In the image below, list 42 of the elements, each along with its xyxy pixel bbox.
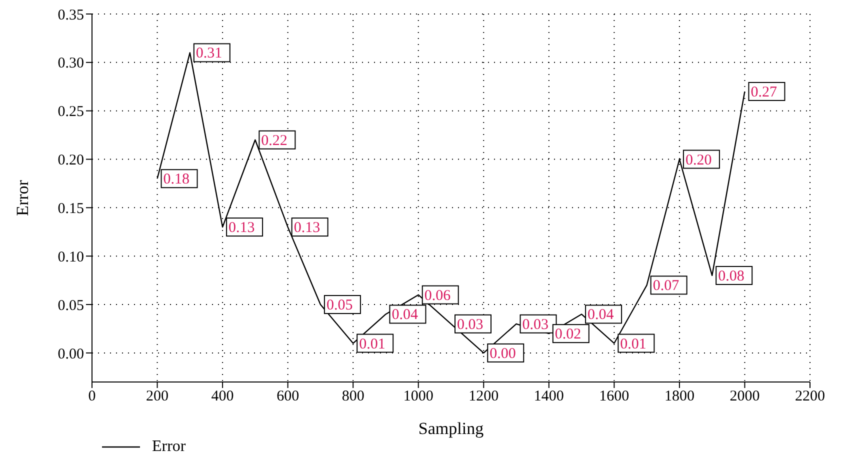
x-tick-label: 1600 [599,388,630,405]
x-tick-label: 1000 [403,388,434,405]
data-label: 0.06 [424,288,452,304]
x-tick-label: 600 [276,388,300,405]
data-label: 0.20 [685,152,712,168]
x-axis-title: Sampling [418,419,484,438]
y-tick-label: 0.10 [58,249,84,266]
data-label: 0.13 [294,220,320,236]
data-label: 0.04 [588,307,614,324]
x-tick-label: 2200 [795,388,825,405]
data-label: 0.04 [392,307,418,324]
data-label: 0.22 [261,132,288,149]
data-label: 0.03 [522,316,549,333]
data-label: 0.07 [652,278,680,294]
data-label: 0.13 [228,220,255,236]
x-tick-label: 1800 [664,388,694,405]
x-tick-label: 200 [146,388,169,405]
data-label: 0.05 [326,298,353,314]
x-tick-label: 1400 [534,388,564,405]
y-tick-label: 0.20 [58,152,84,169]
x-tick-label: 0 [88,388,96,405]
x-tick-label: 1200 [468,388,499,405]
x-tick-label: 800 [342,388,364,405]
y-tick-label: 0.30 [58,56,84,72]
data-label: 0.02 [554,326,582,343]
x-tick-label: 2000 [730,388,760,405]
y-tick-label: 0.00 [58,346,84,362]
y-axis-title: Error [13,180,32,216]
y-tick-label: 0.25 [58,104,84,120]
data-label: 0.01 [620,336,646,352]
data-label: 0.01 [359,336,386,352]
data-label: 0.18 [163,172,190,188]
y-tick-label: 0.35 [58,7,84,24]
legend-label: Error [152,438,186,456]
y-tick-label: 0.15 [58,201,84,218]
data-label: 0.31 [196,46,222,62]
data-label: 0.27 [750,84,778,100]
data-label: 0.00 [490,346,516,362]
x-tick-label: 400 [211,388,234,405]
y-tick-label: 0.05 [58,298,84,314]
data-label: 0.08 [718,268,744,284]
data-label: 0.03 [457,316,484,333]
